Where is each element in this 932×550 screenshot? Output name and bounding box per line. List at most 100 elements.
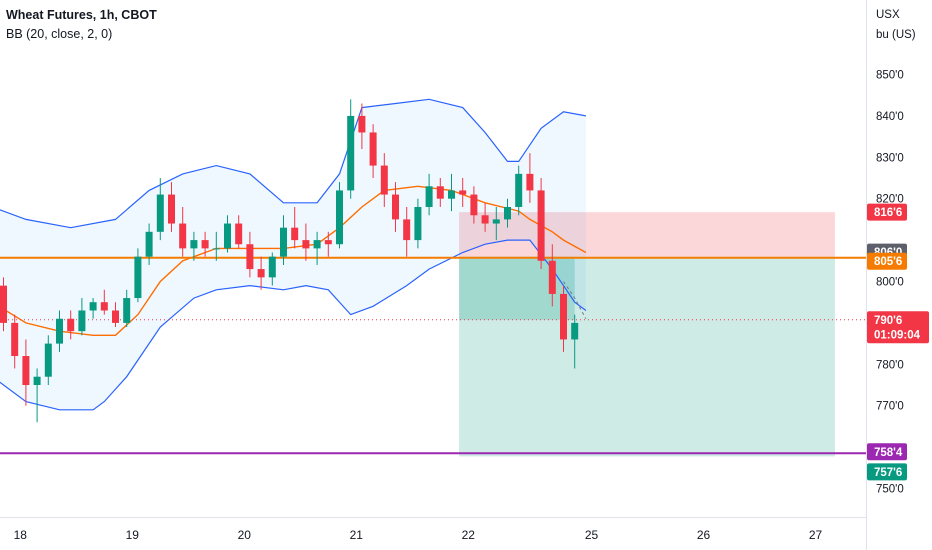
candle-body [436,186,444,199]
x-tick-label: 19 [126,528,140,542]
candle-body [280,227,287,257]
candle-body [481,215,489,224]
candle-body [548,260,556,294]
candle [481,202,489,232]
candle [492,206,500,241]
candle [369,124,377,178]
candle [470,186,478,224]
candle [380,153,388,207]
stop-loss-zone [459,212,835,257]
candle-body [44,343,52,377]
candle [436,178,444,207]
candle [44,335,52,385]
candle [280,215,287,265]
candle [201,231,209,257]
price-label-box [867,311,929,344]
x-tick-label: 26 [697,528,711,542]
price-label-text: 790'6 [874,315,902,327]
indicator-lines-layer [0,98,866,455]
y-tick-label: 840'0 [876,111,904,123]
candle-body [459,190,467,195]
bollinger-band-fill [0,99,586,410]
candle-body [33,376,41,385]
candle [313,231,321,265]
chart-legend[interactable]: Wheat Futures, 1h, CBOT BB (20, close, 2… [6,6,157,44]
candle [548,244,556,307]
candle-body [11,322,19,357]
candle [336,182,343,249]
candle [302,223,310,261]
price-label-box [867,252,907,270]
candle-body [123,298,131,323]
candle [22,339,30,406]
take-profit-zone [459,256,835,457]
candle [504,198,511,228]
candle-body [89,302,97,311]
y-tick-label: 750'0 [876,484,904,496]
candle-body [22,356,30,385]
candle-body [224,223,231,249]
candle [190,231,198,261]
price-label: 805'6 [867,252,907,270]
price-label-text: 758'4 [874,447,903,459]
candle [11,314,19,369]
candle [268,252,276,286]
bb-lower-line [0,239,587,411]
countdown-text: 01:09:04 [874,329,921,341]
candle [56,310,63,352]
candle-body [100,302,108,311]
unit-line-2: bu (US) [876,29,916,41]
chart-background-layer [459,212,835,457]
y-tick-label: 780'0 [876,359,904,371]
price-label-box [867,443,907,461]
candle [145,223,153,265]
candle-body [235,223,243,245]
candle [246,231,254,278]
candle-body [492,219,500,224]
candle [112,302,119,328]
candle [179,206,187,257]
price-label: 790'6 01:09:04 [867,311,929,344]
price-label: 757'6 [867,463,907,481]
candle [89,298,97,319]
candle-body [56,318,63,344]
candle-body [358,115,366,133]
y-tick-label: 770'0 [876,401,904,413]
y-tick-label: 830'0 [876,152,904,164]
candle [414,198,422,249]
candle-body [67,318,75,332]
candle [235,215,243,249]
candle-body [257,269,265,278]
bollinger-band-layer [0,99,586,410]
indicator-label[interactable]: BB (20, close, 2, 0) [6,27,113,41]
unit-line-1: USX [876,9,900,21]
bb-upper-line [0,98,587,229]
candle-body [526,173,534,191]
x-tick-label: 25 [585,528,599,542]
symbol-title[interactable]: Wheat Futures, 1h, CBOT [6,8,157,22]
price-label-text: 757'6 [874,467,902,479]
candle-body [369,132,377,166]
candle-body [145,231,153,257]
candle [347,99,355,199]
y-tick-label: 850'0 [876,70,904,82]
candle-body [302,240,310,249]
candle [358,103,366,150]
candle [257,256,265,290]
x-tick-label: 22 [462,528,476,542]
candle [78,298,86,336]
x-tick-label: 18 [14,528,28,542]
candle-body [156,194,164,232]
candle [392,182,399,232]
x-tick-label: 21 [350,528,364,542]
candle-body [179,223,187,249]
price-label-text: 805'6 [874,256,902,268]
candle [515,165,523,216]
candle-body [201,240,209,249]
y-tick-label: 820'0 [876,194,904,206]
price-label-box [867,203,907,221]
candle [0,277,7,332]
candle [33,368,41,423]
